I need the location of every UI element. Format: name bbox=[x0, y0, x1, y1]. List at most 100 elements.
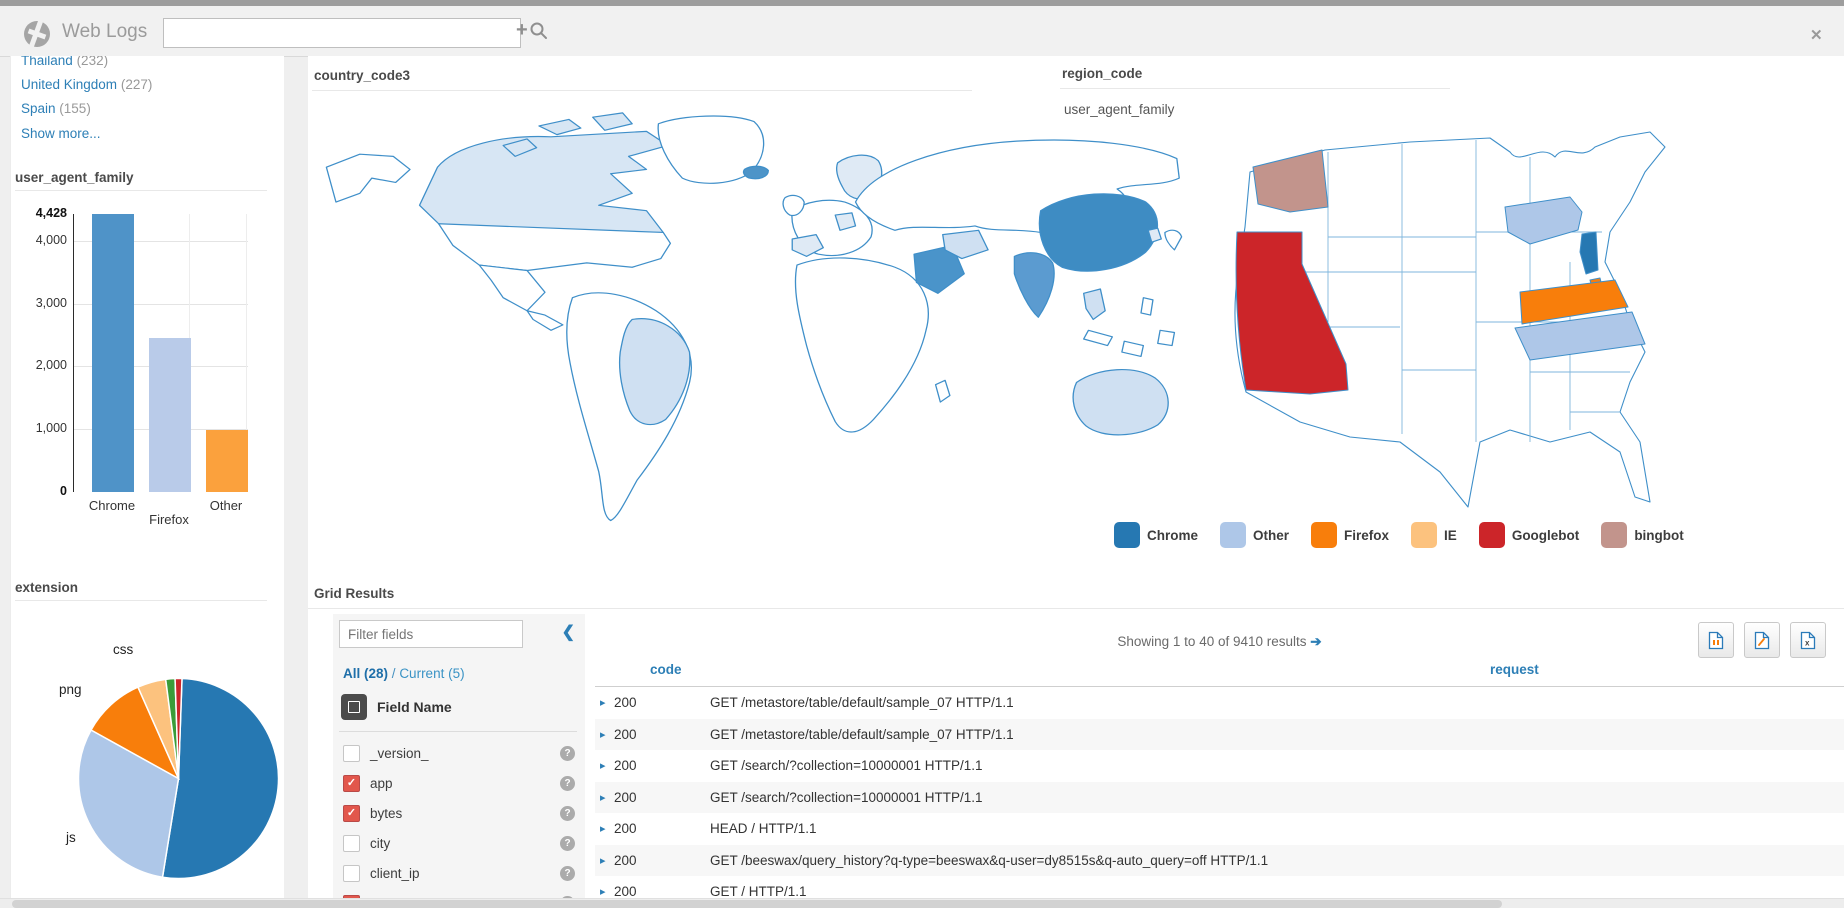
field-scope-links: All (28) / Current (5) bbox=[343, 666, 465, 681]
map-iran[interactable] bbox=[942, 229, 989, 260]
pie-slice-5[interactable] bbox=[174, 677, 183, 779]
map-state-north-carolina[interactable] bbox=[1514, 311, 1646, 361]
close-icon[interactable]: ✕ bbox=[1810, 27, 1823, 44]
row-expand-icon[interactable]: ▸ bbox=[600, 886, 606, 899]
add-search-controls[interactable]: + bbox=[516, 20, 548, 40]
help-icon[interactable]: ? bbox=[560, 865, 575, 881]
y-tick-label: 2,000 bbox=[35, 358, 67, 373]
legend-item[interactable]: IE bbox=[1411, 522, 1457, 548]
help-icon[interactable]: ? bbox=[560, 775, 575, 791]
field-checkbox[interactable] bbox=[343, 744, 360, 762]
facet-link[interactable]: United Kingdom bbox=[21, 77, 118, 92]
map-state-new-york[interactable] bbox=[1504, 196, 1583, 245]
table-row[interactable]: ▸ 200 GET /metastore/table/default/sampl… bbox=[595, 687, 1844, 719]
table-row[interactable]: ▸ 200 GET /search/?collection=10000001 H… bbox=[595, 781, 1844, 813]
download-xls-button[interactable]: x bbox=[1790, 622, 1826, 658]
field-label[interactable]: _version_ bbox=[370, 745, 429, 761]
field-checkbox[interactable] bbox=[343, 834, 360, 852]
map-iceland[interactable] bbox=[742, 165, 769, 180]
map-usa[interactable] bbox=[438, 223, 672, 272]
legend-item[interactable]: Firefox bbox=[1311, 522, 1389, 548]
facet-link[interactable]: Thailand bbox=[21, 56, 73, 68]
table-row[interactable]: ▸ 200 HEAD / HTTP/1.1 bbox=[595, 813, 1844, 845]
map-china[interactable] bbox=[1038, 193, 1159, 272]
pie-slice-0[interactable] bbox=[161, 677, 280, 880]
bar-firefox[interactable] bbox=[149, 338, 191, 492]
field-label[interactable]: bytes bbox=[370, 805, 403, 821]
map-germany[interactable] bbox=[834, 212, 857, 231]
pie-label-js: js bbox=[66, 830, 76, 845]
cell-request: GET /search/?collection=10000001 HTTP/1.… bbox=[710, 789, 983, 805]
map-thailand[interactable] bbox=[1083, 288, 1106, 321]
row-expand-icon[interactable]: ▸ bbox=[600, 760, 606, 773]
facet-item: United Kingdom (227) bbox=[21, 73, 271, 97]
search-input[interactable] bbox=[163, 18, 521, 48]
table-row[interactable]: ▸ 200 GET / HTTP/1.1 bbox=[595, 876, 1844, 908]
row-expand-icon[interactable]: ▸ bbox=[600, 823, 606, 836]
scrollbar-thumb[interactable] bbox=[12, 900, 1502, 908]
field-checkbox[interactable] bbox=[343, 864, 360, 882]
map-state-new-jersey[interactable] bbox=[1579, 231, 1599, 275]
table-row[interactable]: ▸ 200 GET /metastore/table/default/sampl… bbox=[595, 718, 1844, 750]
export-buttons: x bbox=[1698, 622, 1826, 658]
next-page-icon[interactable]: ➔ bbox=[1310, 634, 1322, 649]
legend-item[interactable]: Googlebot bbox=[1478, 522, 1579, 548]
search-icon[interactable] bbox=[529, 21, 548, 40]
field-row: client_ip ? bbox=[333, 858, 585, 888]
field-label[interactable]: city bbox=[370, 835, 391, 851]
bar-chart-x-axis: Chrome Firefox Other bbox=[73, 496, 247, 532]
cell-code: 200 bbox=[614, 726, 637, 742]
column-header-request[interactable]: request bbox=[1490, 662, 1539, 677]
column-header-code[interactable]: code bbox=[650, 662, 682, 677]
map-spain[interactable] bbox=[791, 234, 824, 257]
cell-code: 200 bbox=[614, 884, 637, 900]
download-csv-button[interactable] bbox=[1698, 622, 1734, 658]
legend-item[interactable]: Other bbox=[1220, 522, 1289, 548]
map-state-washington[interactable] bbox=[1252, 149, 1329, 213]
field-checkbox[interactable]: ✓ bbox=[343, 804, 360, 822]
download-json-button[interactable] bbox=[1744, 622, 1780, 658]
world-choropleth-map[interactable] bbox=[324, 102, 1184, 526]
field-checkbox[interactable]: ✓ bbox=[343, 774, 360, 792]
help-icon[interactable]: ? bbox=[560, 745, 575, 761]
help-icon[interactable]: ? bbox=[560, 805, 575, 821]
legend-item[interactable]: bingbot bbox=[1601, 522, 1684, 548]
select-all-checkbox[interactable] bbox=[341, 694, 367, 720]
collapse-panel-icon[interactable]: ❮ bbox=[561, 624, 575, 641]
hue-logo[interactable] bbox=[22, 19, 52, 49]
row-expand-icon[interactable]: ▸ bbox=[600, 697, 606, 710]
map-brazil[interactable] bbox=[618, 318, 691, 426]
legend-label: IE bbox=[1444, 527, 1457, 543]
legend-swatch bbox=[1601, 522, 1628, 548]
pie-slice-js[interactable] bbox=[77, 729, 180, 879]
filter-fields-input[interactable] bbox=[339, 620, 523, 648]
cell-request: GET /search/?collection=10000001 HTTP/1.… bbox=[710, 758, 983, 774]
map-central-america bbox=[526, 310, 564, 331]
field-label[interactable]: client_ip bbox=[370, 865, 420, 881]
map-state-california[interactable] bbox=[1235, 231, 1349, 395]
us-choropleth-map[interactable] bbox=[1150, 112, 1844, 512]
table-row[interactable]: ▸ 200 GET /beeswax/query_history?q-type=… bbox=[595, 844, 1844, 876]
help-icon[interactable]: ? bbox=[560, 835, 575, 851]
show-more-link[interactable]: Show more... bbox=[21, 126, 101, 141]
map-state-virginia[interactable] bbox=[1519, 279, 1629, 325]
row-expand-icon[interactable]: ▸ bbox=[600, 728, 606, 741]
legend-item[interactable]: Chrome bbox=[1114, 522, 1198, 548]
plus-icon[interactable]: + bbox=[516, 19, 528, 41]
current-fields-link[interactable]: Current (5) bbox=[399, 666, 465, 681]
map-australia[interactable] bbox=[1072, 369, 1169, 436]
user-agent-bar-chart: 4,428 4,000 3,000 2,000 1,000 0 Chrome Firefox… bbox=[11, 204, 284, 534]
map-canada[interactable] bbox=[418, 130, 669, 234]
row-expand-icon[interactable]: ▸ bbox=[600, 791, 606, 804]
row-expand-icon[interactable]: ▸ bbox=[600, 854, 606, 867]
table-body: ▸ 200 GET /metastore/table/default/sampl… bbox=[595, 687, 1844, 908]
facet-count: (232) bbox=[76, 56, 109, 68]
table-row[interactable]: ▸ 200 GET /search/?collection=10000001 H… bbox=[595, 750, 1844, 782]
bar-chrome[interactable] bbox=[92, 214, 134, 492]
field-label[interactable]: app bbox=[370, 775, 393, 791]
all-fields-link[interactable]: All (28) bbox=[343, 666, 389, 681]
map-india[interactable] bbox=[1013, 252, 1055, 318]
facet-link[interactable]: Spain bbox=[21, 101, 56, 116]
map-korea[interactable] bbox=[1147, 227, 1162, 243]
bar-other[interactable] bbox=[206, 429, 248, 492]
